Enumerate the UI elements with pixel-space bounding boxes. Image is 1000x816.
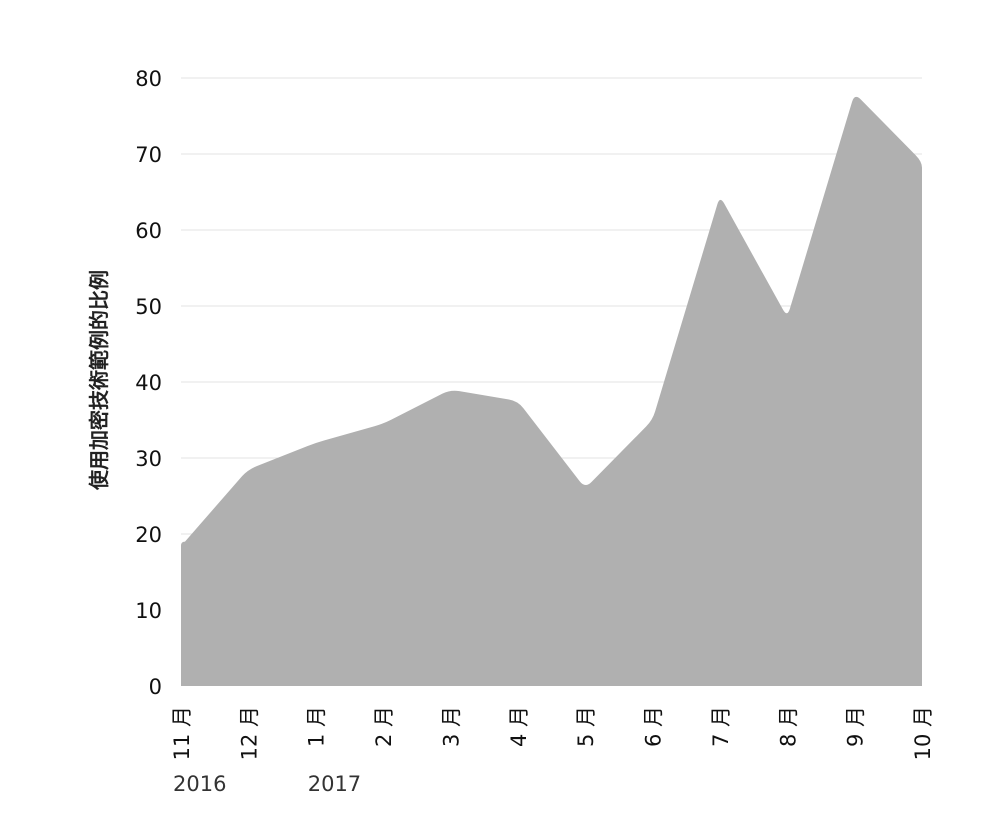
- y-tick-label: 20: [135, 523, 162, 547]
- x-tick-label: 5 月: [574, 706, 598, 747]
- y-tick-label: 30: [135, 447, 162, 471]
- y-axis-label: 使用加密技術範例的比例: [87, 270, 111, 491]
- series-area: [181, 96, 922, 687]
- x-tick-label: 6 月: [642, 706, 666, 747]
- x-tick-label: 12 月: [237, 706, 261, 760]
- x-tick-label: 7 月: [709, 706, 733, 747]
- year-label: 2017: [308, 772, 361, 796]
- y-tick-label: 70: [135, 143, 162, 167]
- year-labels: 2016 2017: [173, 772, 361, 796]
- x-tick-label: 3 月: [439, 706, 463, 747]
- y-tick-label: 60: [135, 219, 162, 243]
- y-axis-ticks: 0 10 20 30 40 50 60 70 80: [135, 67, 162, 699]
- y-tick-label: 50: [135, 295, 162, 319]
- year-label: 2016: [173, 772, 226, 796]
- x-tick-label: 4 月: [507, 706, 531, 747]
- y-tick-label: 0: [149, 675, 162, 699]
- x-tick-label: 10 月: [911, 706, 935, 760]
- x-tick-label: 1 月: [305, 706, 329, 747]
- area-series: [181, 96, 922, 687]
- x-axis-ticks: 11 月 12 月 1 月 2 月 3 月 4 月 5 月 6 月 7 月 8 月 9 月 10 月: [170, 706, 935, 760]
- y-tick-label: 10: [135, 599, 162, 623]
- x-tick-label: 9 月: [844, 706, 868, 747]
- y-tick-label: 40: [135, 371, 162, 395]
- x-tick-label: 8 月: [776, 706, 800, 747]
- y-tick-label: 80: [135, 67, 162, 91]
- x-tick-label: 11 月: [170, 706, 194, 760]
- x-tick-label: 2 月: [372, 706, 396, 747]
